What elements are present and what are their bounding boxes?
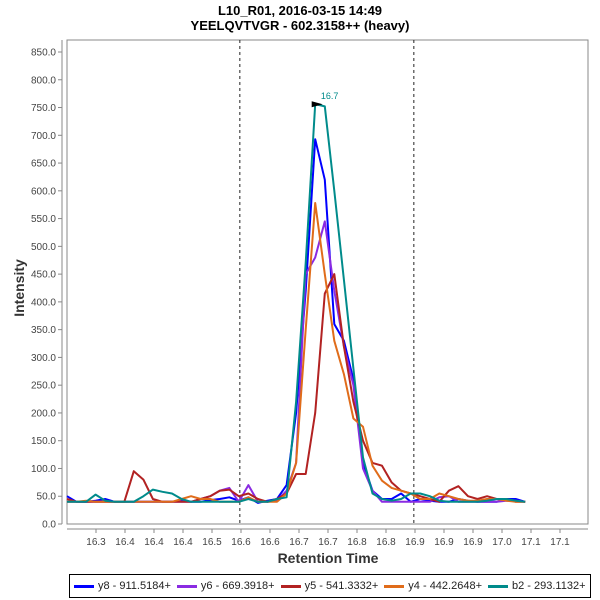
chart-subtitle: YEELQVTVGR - 602.3158++ (heavy) (190, 18, 410, 33)
y-tick-label: 800.0 (31, 75, 56, 86)
legend-label: y6 - 669.3918+ (200, 580, 275, 592)
legend-swatch (280, 584, 301, 588)
x-tick-label: 16.9 (463, 537, 483, 548)
legend-item: y8 - 911.5184+ (74, 580, 171, 592)
y-tick-label: 350.0 (31, 325, 56, 336)
chart-title: L10_R01, 2016-03-15 14:49 (217, 3, 383, 18)
x-tick-label: 17.1 (550, 537, 570, 548)
y-tick-label: 850.0 (31, 48, 56, 59)
y-tick-label: 450.0 (31, 270, 56, 281)
y-tick-label: 300.0 (31, 353, 56, 364)
series-line (66, 273, 526, 503)
x-tick-label: 16.4 (115, 537, 135, 548)
x-tick-label: 16.4 (144, 537, 164, 548)
x-tick-label: 16.9 (405, 537, 425, 548)
x-tick-label: 16.9 (434, 537, 454, 548)
legend-label: y5 - 541.3332+ (304, 580, 379, 592)
y-tick-label: 600.0 (31, 186, 56, 197)
y-axis-label: Intensity (11, 259, 27, 317)
x-tick-label: 17.1 (521, 537, 541, 548)
y-tick-label: 150.0 (31, 436, 56, 447)
y-tick-label: 200.0 (31, 408, 56, 419)
peak-label: 16.7 (321, 91, 339, 101)
legend-item: b2 - 293.1132+ (488, 580, 586, 592)
x-tick-label: 16.7 (289, 537, 309, 548)
y-tick-label: 100.0 (31, 464, 56, 475)
legend-item: y5 - 541.3332+ (280, 580, 379, 592)
legend-label: y8 - 911.5184+ (98, 580, 171, 592)
y-tick-label: 250.0 (31, 381, 56, 392)
series-line (67, 103, 526, 503)
y-tick-label: 50.0 (37, 492, 57, 503)
y-tick-label: 700.0 (31, 131, 56, 142)
y-tick-label: 400.0 (31, 297, 56, 308)
x-tick-label: 16.5 (202, 537, 222, 548)
legend-label: y4 - 442.2648+ (408, 580, 482, 592)
legend-item: y6 - 669.3918+ (176, 580, 275, 592)
y-tick-label: 500.0 (31, 242, 56, 253)
x-tick-label: 16.6 (231, 537, 251, 548)
x-axis-label: Retention Time (278, 550, 379, 566)
legend-item: y4 - 442.2648+ (384, 580, 482, 592)
x-tick-label: 16.3 (86, 537, 106, 548)
plot-area (66, 39, 589, 525)
legend: y8 - 911.5184+ y6 - 669.3918+ y5 - 541.333… (69, 574, 591, 598)
x-tick-label: 16.8 (347, 537, 367, 548)
legend-label: b2 - 293.1132+ (512, 580, 586, 592)
peak-marker-arrow-icon (311, 101, 323, 108)
legend-swatch (74, 584, 94, 588)
x-tick-label: 16.8 (376, 537, 396, 548)
x-tick-label: 16.6 (260, 537, 280, 548)
x-tick-label: 16.7 (318, 537, 338, 548)
legend-swatch (488, 584, 508, 588)
y-tick-label: 650.0 (31, 159, 56, 170)
y-tick-label: 750.0 (31, 103, 56, 114)
x-tick-label: 17.0 (492, 537, 512, 548)
y-tick-label: 550.0 (31, 214, 56, 225)
legend-swatch (176, 584, 197, 588)
x-tick-label: 16.4 (173, 537, 193, 548)
legend-swatch (384, 584, 405, 588)
y-tick-label: 0.0 (42, 520, 56, 531)
series-line (67, 202, 526, 503)
